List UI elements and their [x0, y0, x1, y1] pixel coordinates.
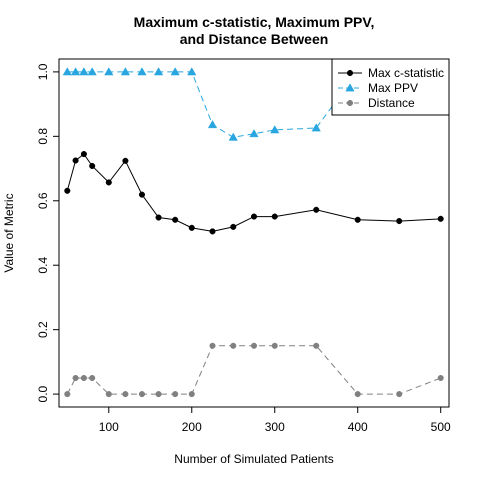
data-point-distance	[250, 342, 258, 349]
data-point-max-c-statistic	[188, 224, 195, 231]
data-point-max-ppv	[170, 67, 180, 76]
plot-area	[62, 67, 446, 398]
data-point-max-c-statistic	[138, 191, 146, 198]
data-point-distance	[188, 391, 195, 398]
y-tick-label: 0.4	[36, 257, 50, 274]
data-point-max-c-statistic	[271, 213, 278, 220]
data-point-max-ppv	[70, 67, 81, 76]
data-point-max-c-statistic	[250, 213, 258, 220]
legend-marker-distance	[346, 99, 354, 107]
data-point-max-ppv	[120, 67, 131, 76]
data-point-distance	[155, 391, 162, 398]
data-point-max-ppv	[249, 129, 259, 138]
data-point-max-c-statistic	[230, 223, 237, 230]
data-point-max-ppv	[207, 120, 218, 129]
x-tick-label: 200	[182, 420, 202, 434]
data-point-distance	[396, 391, 403, 398]
data-point-max-ppv	[104, 67, 114, 76]
data-point-max-ppv	[137, 67, 147, 76]
x-tick-label: 300	[265, 420, 285, 434]
y-tick-label: 0.0	[36, 385, 50, 402]
data-point-max-c-statistic	[396, 218, 403, 225]
data-point-distance	[437, 374, 444, 382]
x-tick-label: 100	[99, 420, 119, 434]
data-point-distance	[89, 374, 96, 382]
legend-marker-max-c-statistic	[346, 69, 354, 77]
data-point-distance	[209, 342, 216, 349]
data-point-max-c-statistic	[89, 162, 96, 170]
x-tick-label: 400	[348, 420, 368, 434]
data-point-max-ppv	[228, 132, 238, 141]
data-point-max-c-statistic	[313, 206, 320, 213]
plot-box	[58, 58, 450, 408]
data-point-max-c-statistic	[122, 157, 129, 164]
data-point-max-c-statistic	[172, 216, 179, 223]
data-point-max-c-statistic	[437, 215, 444, 222]
data-point-distance	[122, 391, 129, 398]
data-point-max-c-statistic	[209, 228, 216, 235]
y-tick-label: 0.6	[36, 192, 50, 209]
chart-title-line-1: Maximum c-statistic, Maximum PPV,	[134, 14, 375, 30]
data-point-distance	[72, 374, 79, 382]
x-axis-label: Number of Simulated Patients	[174, 452, 333, 466]
y-tick-label: 0.2	[36, 321, 50, 338]
data-point-max-c-statistic	[105, 179, 112, 186]
data-point-max-ppv	[87, 67, 97, 76]
data-point-distance	[64, 391, 71, 398]
data-point-max-c-statistic	[155, 214, 162, 221]
legend-label-max-c-statistic: Max c-statistic	[368, 66, 444, 80]
data-point-distance	[271, 342, 278, 349]
data-point-max-ppv	[311, 123, 321, 132]
legend-marker-max-ppv	[345, 83, 355, 92]
data-point-distance	[105, 391, 112, 398]
data-point-distance	[138, 391, 146, 398]
data-point-distance	[313, 342, 320, 349]
data-point-max-ppv	[62, 67, 72, 76]
data-point-max-c-statistic	[72, 157, 79, 164]
x-tick-label: 500	[431, 420, 451, 434]
data-point-max-ppv	[187, 67, 197, 76]
legend-label-distance: Distance	[368, 96, 415, 110]
y-axis-label: Value of Metric	[2, 193, 16, 272]
y-tick-label: 1.0	[36, 63, 50, 80]
data-point-distance	[230, 342, 237, 349]
y-tick-label: 0.8	[36, 128, 50, 145]
data-point-distance	[354, 391, 361, 398]
axes: 100 200 300 400 500 0.0 0.2 0.4 0.6 0.8 1.0	[36, 63, 451, 434]
data-point-max-c-statistic	[354, 216, 361, 223]
data-point-distance	[172, 391, 179, 398]
data-point-distance	[80, 374, 87, 382]
data-point-max-ppv	[153, 67, 164, 76]
legend-label-max-ppv: Max PPV	[368, 81, 418, 95]
data-point-max-ppv	[270, 125, 280, 134]
data-point-max-c-statistic	[80, 151, 87, 158]
data-point-max-ppv	[79, 67, 89, 76]
chart-title-line-2: and Distance Between	[180, 31, 329, 47]
data-point-max-c-statistic	[64, 187, 71, 194]
